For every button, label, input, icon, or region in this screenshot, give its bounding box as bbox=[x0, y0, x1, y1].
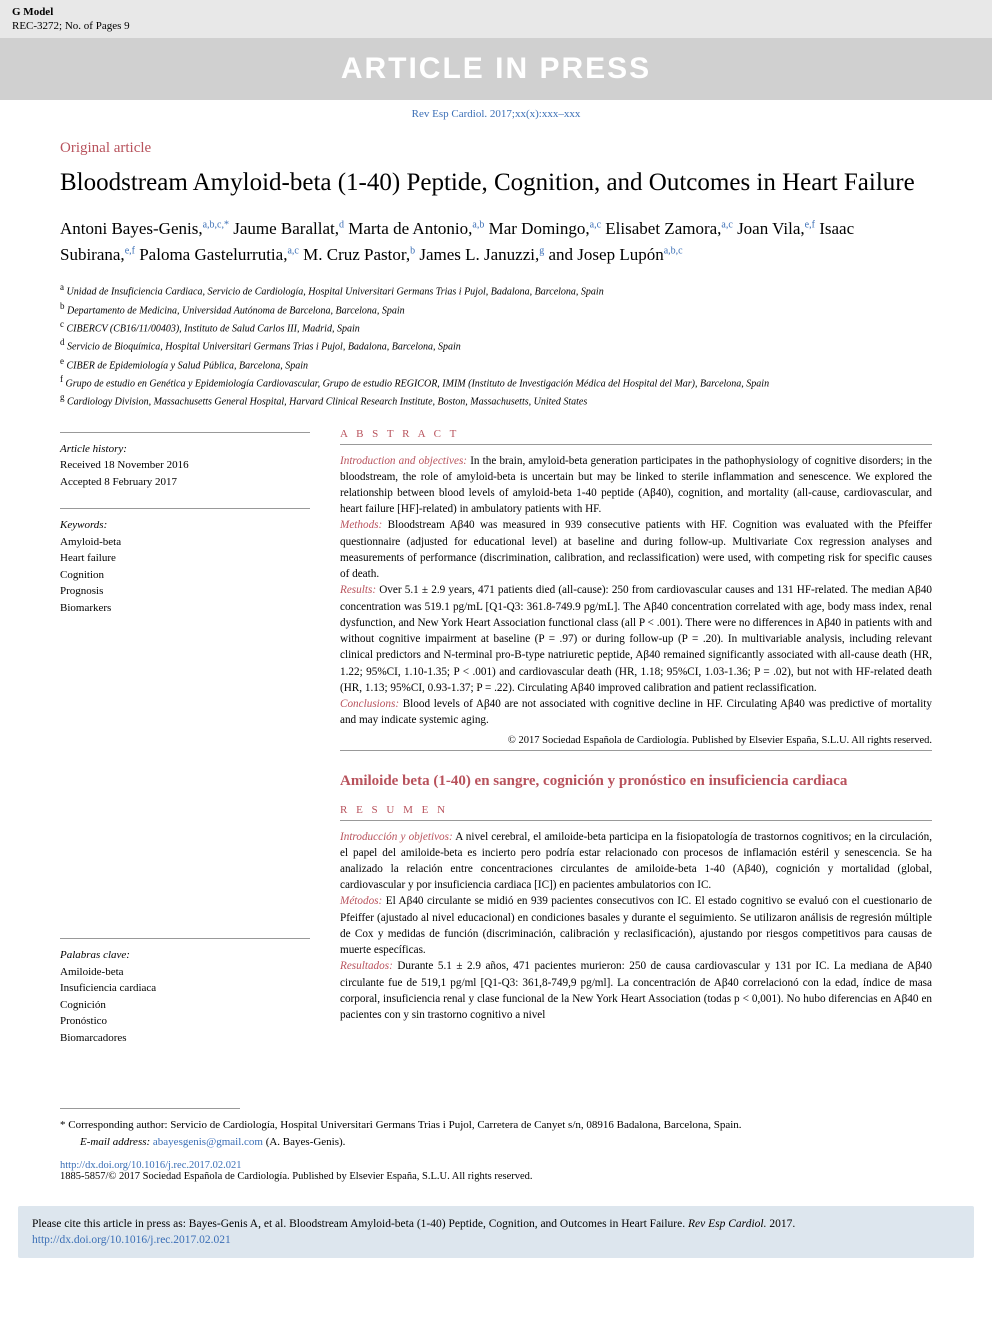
abstract-section-text: Blood levels of Aβ40 are not associated … bbox=[340, 698, 932, 726]
journal-ref: Rev Esp Cardiol. 2017;xx(x):xxx–xxx bbox=[0, 100, 992, 140]
header-bar: G Model REC-3272; No. of Pages 9 bbox=[0, 0, 992, 38]
keyword-item: Heart failure bbox=[60, 550, 310, 567]
doi-block: http://dx.doi.org/10.1016/j.rec.2017.02.… bbox=[0, 1150, 992, 1196]
gmodel-label: G Model bbox=[12, 6, 980, 18]
cite-box: Please cite this article in press as: Ba… bbox=[18, 1206, 974, 1258]
keywords-en-label: Keywords: bbox=[60, 517, 310, 534]
divider bbox=[60, 432, 310, 433]
divider bbox=[60, 938, 310, 939]
email-suffix: (A. Bayes-Genis). bbox=[263, 1136, 345, 1148]
keyword-item: Cognición bbox=[60, 997, 310, 1014]
affiliation: a Unidad de Insuficiencia Cardiaca, Serv… bbox=[60, 281, 932, 299]
abstract-section-label: Introduction and objectives: bbox=[340, 455, 467, 467]
keyword-item: Biomarcadores bbox=[60, 1030, 310, 1047]
abstract-es: Introducción y objetivos: A nivel cerebr… bbox=[340, 829, 932, 1024]
abstract-section-label: Introducción y objetivos: bbox=[340, 831, 453, 843]
affiliation: c CIBERCV (CB16/11/00403), Instituto de … bbox=[60, 318, 932, 336]
cite-year: 2017. bbox=[766, 1218, 795, 1230]
copyright-en: © 2017 Sociedad Española de Cardiología.… bbox=[340, 735, 932, 746]
keyword-item: Amiloide-beta bbox=[60, 964, 310, 981]
divider bbox=[60, 508, 310, 509]
keywords-es-label: Palabras clave: bbox=[60, 947, 310, 964]
keyword-item: Amyloid-beta bbox=[60, 534, 310, 551]
keywords-en: Keywords: Amyloid-betaHeart failureCogni… bbox=[60, 517, 310, 616]
keyword-item: Biomarkers bbox=[60, 600, 310, 617]
content: Original article Bloodstream Amyloid-bet… bbox=[0, 140, 992, 1084]
right-column: A B S T R A C T Introduction and objecti… bbox=[340, 428, 932, 1065]
email-link[interactable]: abayesgenis@gmail.com bbox=[153, 1136, 263, 1148]
footnotes: * Corresponding author: Servicio de Card… bbox=[0, 1117, 992, 1150]
corresponding-email-line: E-mail address: abayesgenis@gmail.com (A… bbox=[60, 1134, 932, 1151]
journal-ref-text: Rev Esp Cardiol. 2017;xx(x):xxx–xxx bbox=[412, 108, 581, 120]
keywords-es-list: Amiloide-betaInsuficiencia cardiacaCogni… bbox=[60, 964, 310, 1047]
cite-journal: Rev Esp Cardiol. bbox=[688, 1218, 766, 1230]
doi-link[interactable]: http://dx.doi.org/10.1016/j.rec.2017.02.… bbox=[60, 1160, 242, 1171]
history-received: Received 18 November 2016 bbox=[60, 457, 310, 474]
affiliations: a Unidad de Insuficiencia Cardiaca, Serv… bbox=[60, 281, 932, 409]
abstract-section-label: Resultados: bbox=[340, 960, 393, 972]
cite-prefix: Please cite this article in press as: Ba… bbox=[32, 1218, 688, 1230]
issn-line: 1885-5857/© 2017 Sociedad Española de Ca… bbox=[60, 1171, 932, 1182]
two-column-layout: Article history: Received 18 November 20… bbox=[60, 428, 932, 1065]
keyword-item: Pronóstico bbox=[60, 1013, 310, 1030]
article-history: Article history: Received 18 November 20… bbox=[60, 441, 310, 491]
abstract-section-label: Métodos: bbox=[340, 895, 382, 907]
affiliation: f Grupo de estudio en Genética y Epidemi… bbox=[60, 373, 932, 391]
keyword-item: Insuficiencia cardiaca bbox=[60, 980, 310, 997]
keywords-en-list: Amyloid-betaHeart failureCognitionProgno… bbox=[60, 534, 310, 617]
abstract-section-text: Over 5.1 ± 2.9 years, 471 patients died … bbox=[340, 584, 932, 693]
keywords-es: Palabras clave: Amiloide-betaInsuficienc… bbox=[60, 947, 310, 1046]
abstract-section-label: Results: bbox=[340, 584, 376, 596]
affiliation: e CIBER de Epidemiología y Salud Pública… bbox=[60, 355, 932, 373]
article-type: Original article bbox=[60, 140, 932, 157]
affiliation: d Servicio de Bioquímica, Hospital Unive… bbox=[60, 336, 932, 354]
abstract-section-text: Durante 5.1 ± 2.9 años, 471 pacientes mu… bbox=[340, 960, 932, 1021]
abstract-head-es: R E S U M E N bbox=[340, 804, 932, 816]
left-column: Article history: Received 18 November 20… bbox=[60, 428, 310, 1065]
keyword-item: Cognition bbox=[60, 567, 310, 584]
abstract-section-label: Methods: bbox=[340, 519, 382, 531]
authors: Antoni Bayes-Genis,a,b,c,* Jaume Baralla… bbox=[60, 216, 932, 267]
history-accepted: Accepted 8 February 2017 bbox=[60, 474, 310, 491]
history-label: Article history: bbox=[60, 441, 310, 458]
footnote-divider bbox=[60, 1108, 240, 1109]
corresponding-author: * Corresponding author: Servicio de Card… bbox=[60, 1117, 932, 1134]
divider bbox=[340, 820, 932, 821]
page: G Model REC-3272; No. of Pages 9 ARTICLE… bbox=[0, 0, 992, 1258]
email-label: E-mail address: bbox=[80, 1136, 150, 1148]
keyword-item: Prognosis bbox=[60, 583, 310, 600]
abstract-en: Introduction and objectives: In the brai… bbox=[340, 453, 932, 729]
abstract-section-text: El Aβ40 circulante se midió en 939 pacie… bbox=[340, 895, 932, 956]
corresponding-text: Corresponding author: Servicio de Cardio… bbox=[68, 1119, 741, 1131]
header-ref: REC-3272; No. of Pages 9 bbox=[12, 20, 980, 32]
article-title: Bloodstream Amyloid-beta (1-40) Peptide,… bbox=[60, 167, 932, 198]
abstract-section-text: Bloodstream Aβ40 was measured in 939 con… bbox=[340, 519, 932, 580]
watermark: ARTICLE IN PRESS bbox=[0, 38, 992, 100]
abstract-section-label: Conclusions: bbox=[340, 698, 399, 710]
abstract-head-en: A B S T R A C T bbox=[340, 428, 932, 440]
divider bbox=[340, 750, 932, 751]
star-icon: * bbox=[60, 1119, 66, 1131]
spacer bbox=[60, 634, 310, 934]
affiliation: g Cardiology Division, Massachusetts Gen… bbox=[60, 391, 932, 409]
divider bbox=[340, 444, 932, 445]
cite-url[interactable]: http://dx.doi.org/10.1016/j.rec.2017.02.… bbox=[32, 1234, 231, 1246]
es-title: Amiloide beta (1-40) en sangre, cognició… bbox=[340, 773, 932, 790]
affiliation: b Departamento de Medicina, Universidad … bbox=[60, 300, 932, 318]
